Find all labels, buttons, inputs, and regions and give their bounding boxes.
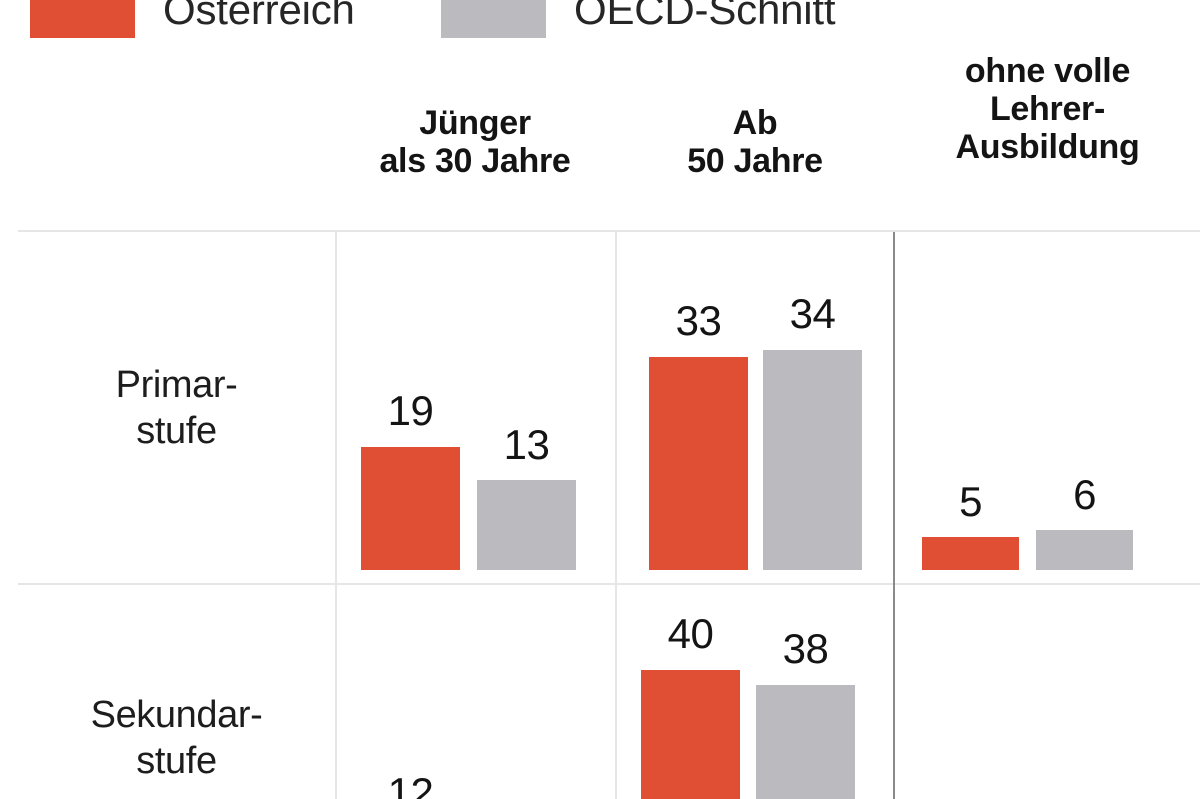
row-label-primarstufe: Primar-stufe [115,364,238,453]
bar-primar-juenger-oecd [477,480,576,570]
bar-value-primar-juenger-oecd: 13 [503,421,550,468]
column-header-ab-50-jahre: Ab 50 Jahre [687,104,823,181]
bar-primar-ab50-austria [649,357,748,570]
bar-value-primar-ab50-oecd: 34 [789,290,836,337]
bar-value-primar-ab50-at: 33 [675,297,722,344]
legend-label-oecd: OECD-Schnitt [574,0,836,33]
bar-value-primar-ohne-oecd: 6 [1073,471,1096,518]
legend-item-austria: Österreich [30,0,355,38]
bar-primar-ohne-austria [922,537,1019,570]
bar-primar-ohne-oecd [1036,530,1133,570]
bar-value-primar-ohne-at: 5 [959,478,982,525]
grid-line-horizontal-top [18,230,1200,232]
bar-primar-ab50-oecd [763,350,862,570]
bar-value-sekundar-juenger-at: 12 [387,769,434,799]
legend-item-oecd: OECD-Schnitt [441,0,836,38]
row-label-sekundarstufe: Sekundar-stufe [90,694,263,783]
legend-swatch-austria-icon [30,0,135,38]
legend: Österreich OECD-Schnitt [0,0,1200,42]
column-header-ohne-volle-lehrer-ausbildung: ohne volle Lehrer- Ausbildung [955,52,1140,167]
grid-line-vertical-1 [335,232,337,799]
grid-line-horizontal-row-divider [18,583,1200,585]
grid-line-vertical-2 [615,232,617,799]
column-header-juenger-als-30: Jünger als 30 Jahre [379,104,571,181]
legend-label-austria: Österreich [163,0,355,33]
bar-value-sekundar-ab50-at: 40 [667,610,714,657]
bar-primar-juenger-austria [361,447,460,570]
grid-line-vertical-3 [893,232,895,799]
bar-value-sekundar-ab50-oecd: 38 [782,625,829,672]
legend-swatch-oecd-icon [441,0,546,38]
bar-sekundar-ab50-oecd [756,685,855,799]
bar-value-primar-juenger-at: 19 [387,387,434,434]
bar-sekundar-ab50-austria [641,670,740,799]
